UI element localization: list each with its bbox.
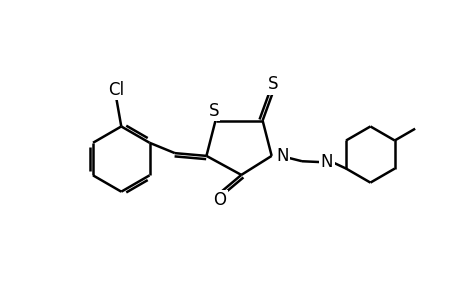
Text: O: O — [213, 191, 226, 209]
Text: S: S — [267, 75, 278, 93]
Text: Cl: Cl — [108, 81, 124, 99]
Text: S: S — [208, 102, 218, 120]
Text: N: N — [275, 147, 288, 165]
Text: N: N — [320, 153, 332, 171]
